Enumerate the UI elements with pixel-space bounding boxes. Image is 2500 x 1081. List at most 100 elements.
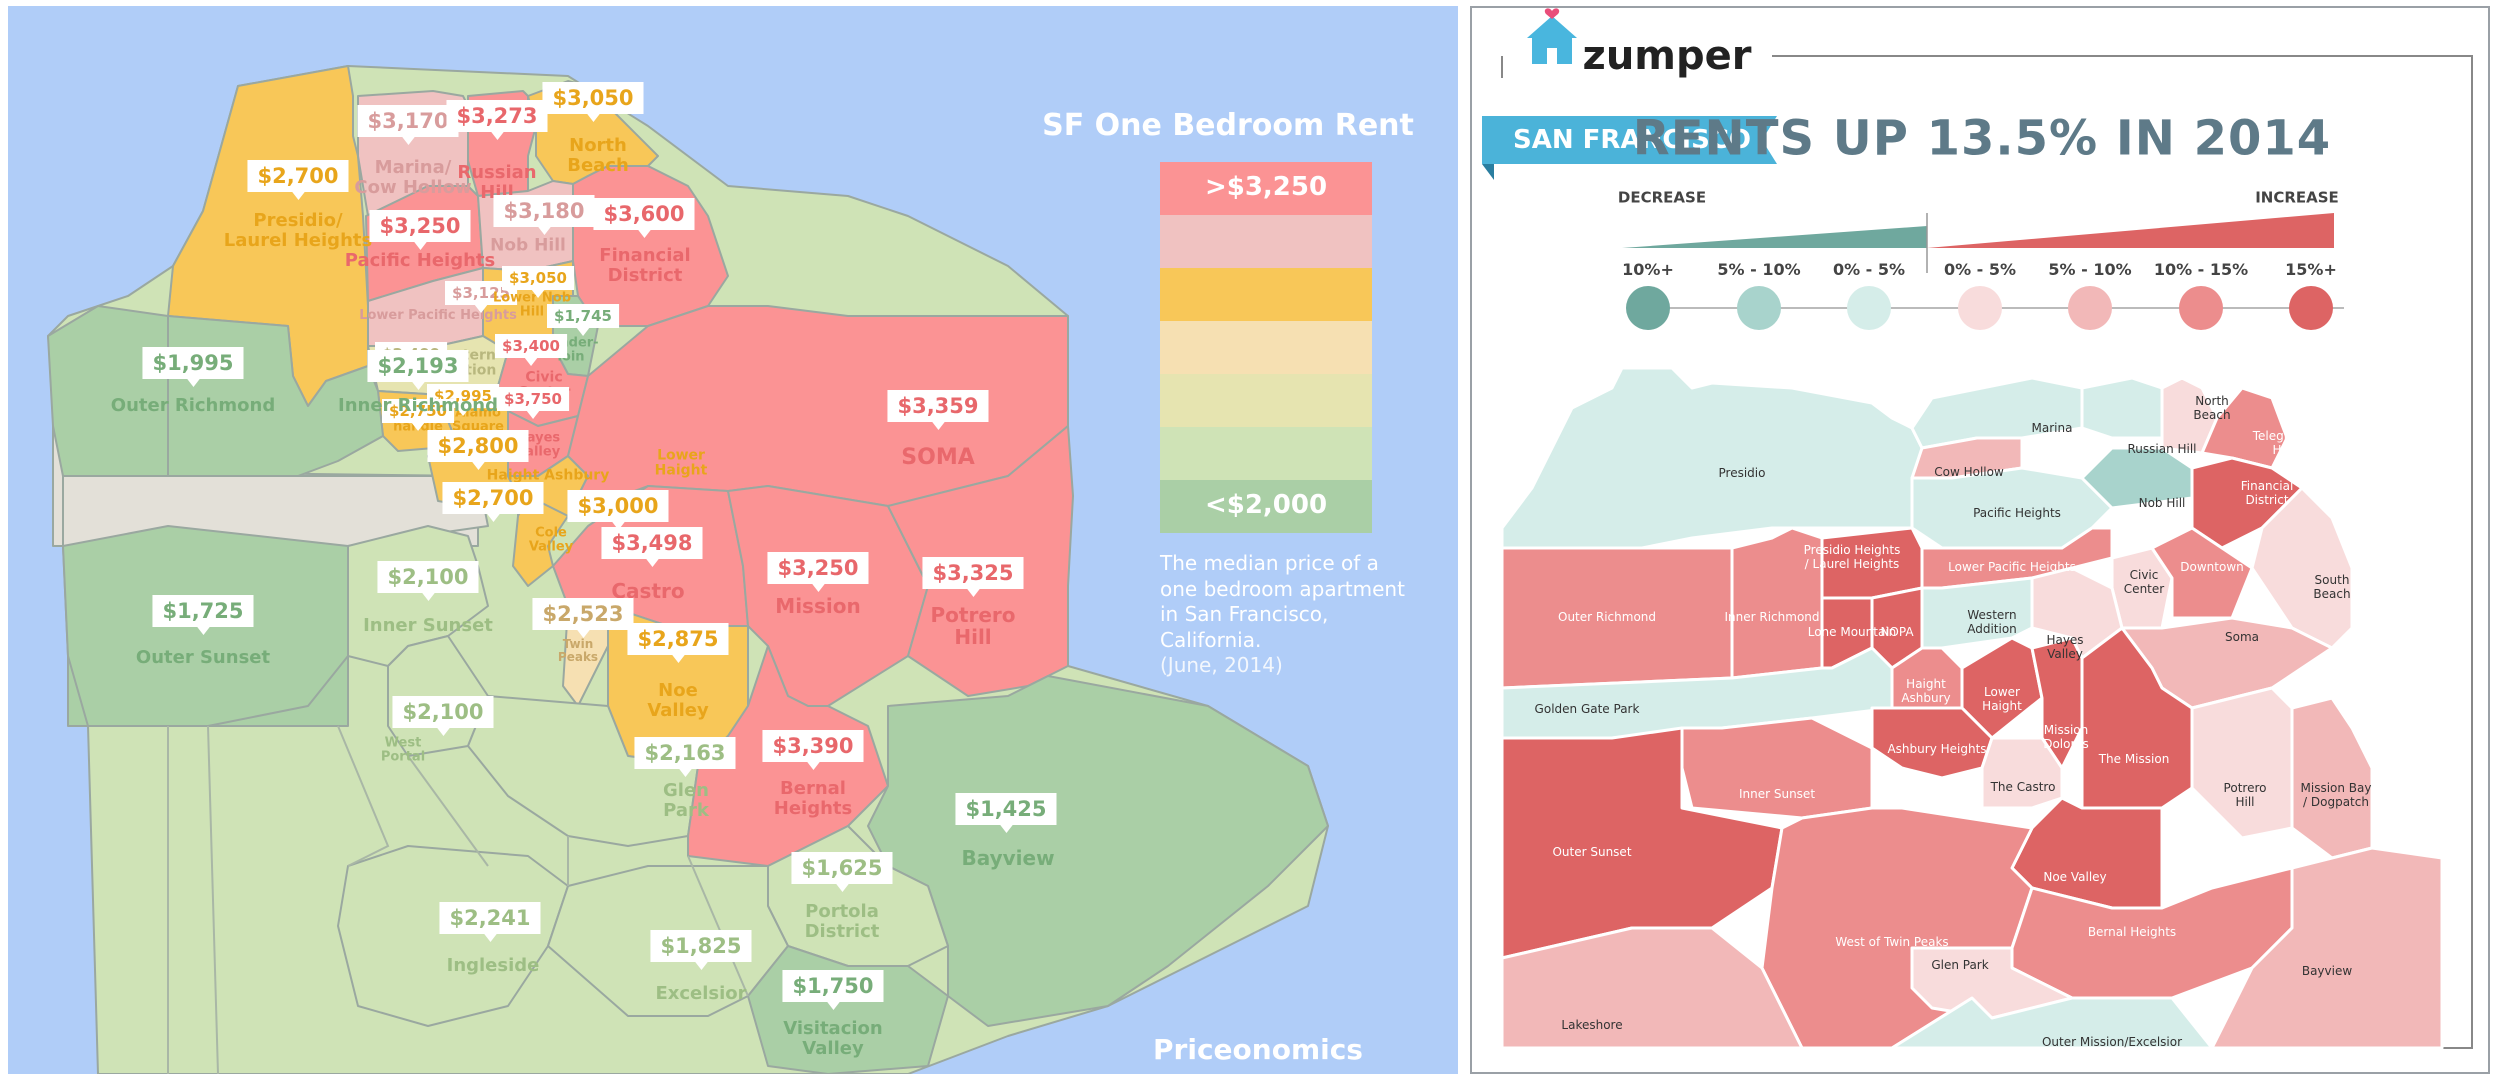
zumper-brand: zumper — [1582, 33, 1752, 79]
price-marker: $3,273 — [446, 100, 548, 140]
price-marker: $1,725 — [152, 595, 254, 635]
price-marker: $3,000 — [567, 490, 669, 530]
zumper-neighborhood-label: Potrero Hill — [2223, 781, 2267, 809]
bucket-label: 5% - 10% — [1717, 259, 1801, 279]
neighborhood-label: Excelsior — [655, 983, 747, 1005]
street-line — [687, 855, 749, 997]
zumper-neighborhood-label: Inner Richmond — [1724, 610, 1820, 625]
price-marker: $3,050 — [502, 266, 574, 298]
zumper-neighborhood-label: South Beach — [2313, 573, 2351, 601]
price-marker: $3,359 — [887, 390, 989, 430]
zumper-region-telegraph-hill — [2200, 386, 2289, 470]
neighborhood-label: Cole Valley — [528, 525, 574, 555]
neighborhood-label: Noe Valley — [647, 680, 709, 721]
price-marker: $2,700 — [247, 160, 349, 200]
zumper-region-russian-hill — [2080, 376, 2164, 440]
zumper-neighborhood-label: Ashbury Heights — [1887, 742, 1987, 757]
neighborhood-label: Portola District — [804, 901, 880, 942]
zumper-map-canvas — [1482, 8, 2473, 1050]
priceonomics-credit: Priceonomics — [1153, 1032, 1363, 1066]
neighborhood-label: Financial District — [599, 245, 691, 286]
zumper-neighborhood-label: Lakeshore — [1561, 1018, 1623, 1033]
region-outer-richmond — [47, 305, 169, 477]
price-marker: $3,050 — [542, 82, 644, 122]
neighborhood-label: Twin Peaks — [557, 636, 599, 664]
price-marker: $3,325 — [922, 557, 1024, 597]
zumper-neighborhood-label: Mission Bay / Dogpatch — [2300, 781, 2372, 809]
price-marker: $1,750 — [782, 970, 884, 1010]
legend-swatch — [1160, 321, 1372, 374]
zumper-neighborhood-label: Financial District — [2240, 479, 2294, 507]
priceonomics-rent-map: Presidio/Laurel Heights $2,700 Marina/Cow … — [8, 6, 1458, 1074]
zumper-neighborhood-label: Civic Center — [2123, 568, 2165, 596]
zumper-neighborhood-label: Russian Hill — [2127, 442, 2197, 457]
city-ribbon — [1482, 116, 1777, 164]
map-title: SF One Bedroom Rent — [1042, 107, 1414, 143]
zumper-neighborhood-label: Marina — [2031, 421, 2073, 436]
neighborhood-label: Haight Ashbury — [486, 467, 610, 484]
city-ribbon-label: SAN FRANCISCO — [1513, 125, 1751, 156]
zumper-neighborhood-label: West of Twin Peaks — [1835, 935, 1949, 950]
zumper-neighborhood-label: Presidio Heights / Laurel Heights — [1803, 543, 1901, 571]
price-marker: $3,498 — [601, 527, 703, 567]
decrease-wedge — [1622, 226, 1927, 248]
map-caption-block: The median price of a one bedroom apartm… — [1160, 551, 1420, 679]
zumper-neighborhood-label: Western Addition — [1967, 608, 2017, 636]
bucket-label: 0% - 5% — [1832, 259, 1906, 279]
price-marker: $2,700 — [442, 482, 544, 522]
bucket-label: 0% - 5% — [1943, 259, 2017, 279]
zumper-neighborhood-label: The Castro — [1990, 780, 2056, 795]
neighborhood-label: Lower Nob Hill — [492, 290, 572, 320]
neighborhood-label: Inner Sunset — [363, 615, 493, 637]
legend-swatch: <$2,000 — [1160, 480, 1372, 533]
legend-swatch — [1160, 215, 1372, 268]
neighborhood-label: Ingleside — [446, 955, 540, 977]
neighborhood-label: North Beach — [567, 135, 629, 176]
zumper-neighborhood-label: Haight Ashbury — [1901, 677, 1951, 705]
zumper-neighborhood-label: Glen Park — [1931, 958, 1989, 973]
street-line — [207, 725, 219, 1074]
neighborhood-label: Nob Hill — [490, 235, 566, 256]
zumper-region-inner-sunset — [1680, 716, 1874, 820]
price-marker: $3,250 — [369, 210, 471, 250]
region-cole-valley — [512, 495, 569, 587]
zumper-rent-change-map: zumper SAN FRANCISCO RENTS UP 13.5% IN 2… — [1470, 6, 2490, 1074]
price-marker: $3,400 — [495, 334, 567, 366]
zumper-neighborhood-label: Outer Richmond — [1557, 610, 1657, 625]
zumper-neighborhood-label: Lower Haight — [1982, 685, 2022, 713]
bucket-dot — [2179, 286, 2223, 330]
region-ingleside — [337, 845, 569, 1027]
headline: RENTS UP 13.5% IN 2014 — [1632, 110, 2332, 167]
price-marker: $3,750 — [497, 387, 569, 419]
zumper-neighborhood-label: Noe Valley — [2043, 870, 2107, 885]
increase-label: INCREASE — [2255, 188, 2339, 207]
bucket-dot — [1737, 286, 1781, 330]
zumper-region-potrero-hill — [2190, 686, 2294, 840]
zumper-neighborhood-label: Outer Mission/Excelsior — [2041, 1035, 2183, 1050]
zumper-neighborhood-label: North Beach — [2193, 394, 2231, 422]
region-glen-park — [467, 695, 699, 847]
price-marker: $2,163 — [634, 737, 736, 777]
zumper-region-lakeshore — [1500, 926, 1804, 1050]
street-line — [337, 725, 390, 867]
zumper-neighborhood-label: Soma — [2224, 630, 2260, 645]
zumper-neighborhood-label: Telegraph Hill — [2252, 429, 2312, 457]
price-marker: $3,170 — [357, 105, 459, 145]
price-marker: $1,425 — [955, 793, 1057, 833]
zumper-region-outer-mission-excelsior — [1890, 996, 2214, 1050]
legend-bottom-label: <$2,000 — [1204, 490, 1328, 521]
zumper-neighborhood-label: Downtown — [2180, 560, 2244, 575]
neighborhood-label: West Portal — [380, 735, 426, 765]
bucket-label: 10%+ — [1622, 259, 1674, 279]
zumper-region-ashbury-heights — [1870, 706, 1994, 780]
price-marker: $2,523 — [532, 598, 634, 638]
legend-swatch — [1160, 427, 1372, 480]
price-marker: $1,995 — [142, 347, 244, 387]
neighborhood-label: Marina/Cow Hollow — [354, 157, 472, 198]
zumper-neighborhood-label: Golden Gate Park — [1534, 702, 1640, 717]
neighborhood-label: SOMA — [901, 444, 975, 470]
zumper-neighborhood-label: Mission Dolores — [2043, 723, 2089, 751]
price-marker: $1,625 — [791, 852, 893, 892]
neighborhood-label: Castro — [611, 579, 685, 603]
zumper-neighborhood-label: Nob Hill — [2138, 496, 2186, 511]
